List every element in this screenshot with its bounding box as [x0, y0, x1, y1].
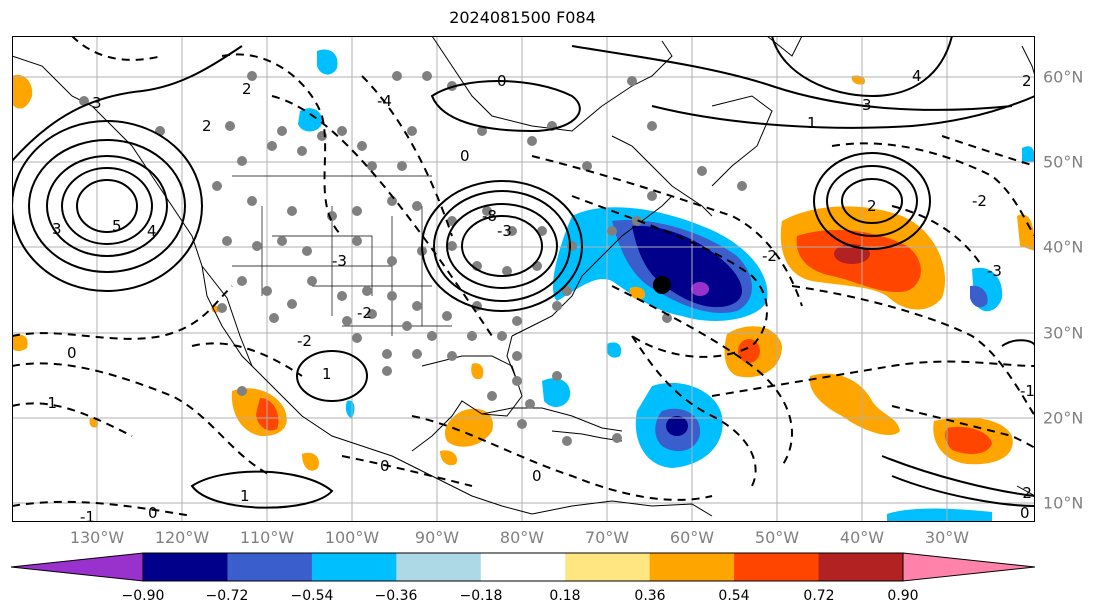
contour-label: 4: [912, 67, 922, 85]
graticule: [12, 36, 1035, 522]
contour-label: 2: [242, 80, 252, 98]
contour-label: 1: [322, 365, 332, 383]
lon-label: 100°W: [324, 528, 380, 547]
contour-label: 4: [147, 222, 157, 240]
contour-label: 0: [148, 504, 158, 522]
contour-label: 3: [52, 220, 62, 238]
colorbar: [10, 552, 1036, 582]
contour-label: -8: [482, 207, 497, 225]
storm-center-marker: [653, 276, 671, 294]
lat-label: 20°N: [1043, 408, 1084, 428]
lat-label: 50°N: [1043, 152, 1084, 172]
contour-label: -3: [497, 222, 512, 240]
colorbar-cell: [480, 553, 566, 581]
lat-label: 60°N: [1043, 67, 1084, 87]
colorbar-cell: [818, 553, 904, 581]
contour-label: -1: [80, 508, 95, 522]
colorbar-cell: [227, 553, 313, 581]
lon-label: 120°W: [154, 528, 210, 547]
contour-label: 0: [67, 344, 77, 362]
contour-label: 0: [380, 457, 390, 475]
colorbar-tick: −0.90: [121, 588, 165, 604]
colorbar-tick: −0.72: [205, 588, 249, 604]
contour-label: -3: [332, 252, 347, 270]
contour-label: -1: [1020, 382, 1035, 400]
colorbar-tick: −0.36: [374, 588, 418, 604]
contour-label: 1: [240, 487, 250, 505]
lon-label: 50°W: [754, 528, 800, 547]
map-frame: [12, 36, 1035, 522]
contour-label: 2: [867, 197, 877, 215]
contour-label-group: 5 4 3 3 2 2 2 3 4 2 1 1 1 0 0 0 0 0 0 0 …: [42, 67, 1035, 522]
map-panel: 5 4 3 3 2 2 2 3 4 2 1 1 1 0 0 0 0 0 0 0 …: [12, 36, 1035, 522]
colorbar-extend-low: [11, 553, 143, 581]
colorbar-tick: 0.72: [803, 588, 835, 604]
contour-label: 2: [202, 117, 212, 135]
lat-label: 10°N: [1043, 493, 1084, 513]
colorbar-extend-high: [903, 553, 1035, 581]
station-markers: [79, 71, 747, 446]
colorbar-tick: 0.18: [549, 588, 581, 604]
lon-label: 90°W: [414, 528, 460, 547]
colorbar-cell: [734, 553, 820, 581]
colorbar-tick: 0.36: [634, 588, 666, 604]
colorbar-cell: [143, 553, 228, 581]
contour-label: 0: [460, 147, 470, 165]
colorbar-cell: [311, 553, 397, 581]
colorbar-tick: 0.54: [718, 588, 750, 604]
colorbar-tick: −0.54: [290, 588, 334, 604]
lon-label: 40°W: [839, 528, 885, 547]
contour-label: 0: [532, 467, 542, 485]
lon-label: 130°W: [69, 528, 125, 547]
contour-label: -4: [377, 92, 392, 110]
contour-label: -2: [297, 332, 312, 350]
contour-label: 0: [497, 72, 507, 90]
lon-label: 70°W: [584, 528, 630, 547]
contour-label: 3: [862, 96, 872, 114]
colorbar-tick: 0.90: [887, 588, 919, 604]
contour-label: -2: [1017, 484, 1032, 502]
lat-label: 40°N: [1043, 237, 1084, 257]
contour-label: 2: [1022, 72, 1032, 90]
contour-label: -2: [762, 247, 777, 265]
lon-label: 60°W: [669, 528, 715, 547]
map-title: 2024081500 F084: [449, 8, 596, 27]
negative-contours: [12, 36, 1035, 517]
contour-label: 3: [92, 94, 102, 112]
weather-map: 5 4 3 3 2 2 2 3 4 2 1 1 1 0 0 0 0 0 0 0 …: [12, 36, 1035, 522]
contour-label: 5: [112, 217, 122, 235]
contour-label: 0: [1020, 504, 1030, 522]
anomaly-shading: [12, 49, 1035, 522]
lon-label: 80°W: [499, 528, 545, 547]
positive-contours: [12, 36, 1035, 509]
colorbar-cell: [565, 553, 651, 581]
contour-label: -3: [987, 262, 1002, 280]
lon-label: 30°W: [924, 528, 970, 547]
colorbar-cell: [649, 553, 735, 581]
colorbar-cell: [396, 553, 482, 581]
lon-label: 110°W: [239, 528, 295, 547]
contour-label: 1: [807, 114, 817, 132]
contour-label: -2: [357, 304, 372, 322]
colorbar-tick: −0.18: [459, 588, 503, 604]
lat-label: 30°N: [1043, 323, 1084, 343]
contour-label: -1: [42, 394, 57, 412]
contour-label: -2: [972, 192, 987, 210]
